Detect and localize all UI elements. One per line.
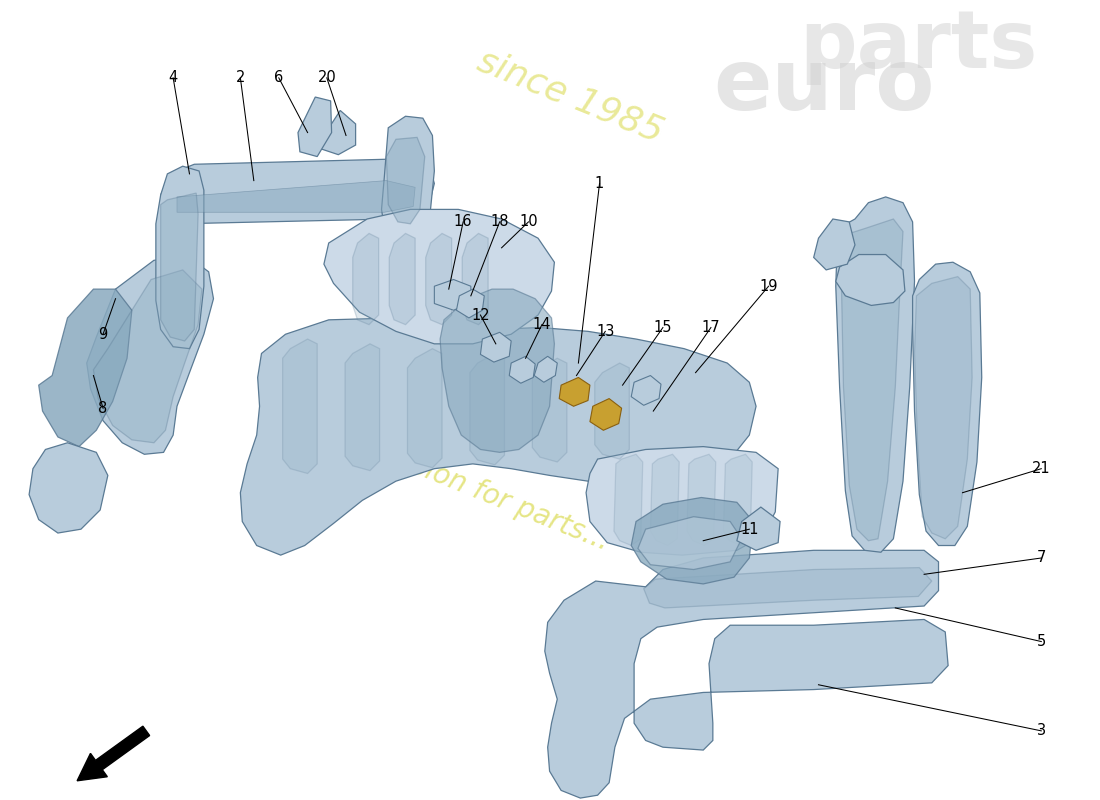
Polygon shape <box>241 318 756 555</box>
Polygon shape <box>353 234 378 325</box>
Text: since 1985: since 1985 <box>473 44 669 149</box>
Text: 8: 8 <box>98 401 108 416</box>
Polygon shape <box>836 254 905 306</box>
Polygon shape <box>426 234 452 325</box>
Text: 10: 10 <box>519 214 538 230</box>
Text: 3: 3 <box>1036 723 1046 738</box>
Polygon shape <box>481 332 512 362</box>
Polygon shape <box>737 507 780 550</box>
Polygon shape <box>544 550 948 798</box>
Polygon shape <box>836 197 914 552</box>
Text: a passion for parts...: a passion for parts... <box>339 423 614 556</box>
Text: 1: 1 <box>595 176 604 191</box>
Text: euro: euro <box>713 46 934 129</box>
Polygon shape <box>914 277 972 538</box>
Polygon shape <box>386 138 425 224</box>
Text: 19: 19 <box>759 278 778 294</box>
Polygon shape <box>559 378 590 406</box>
Polygon shape <box>345 344 379 470</box>
Text: 17: 17 <box>702 320 721 335</box>
Polygon shape <box>586 446 778 555</box>
Text: 18: 18 <box>491 214 509 230</box>
Polygon shape <box>842 219 903 541</box>
Text: 2: 2 <box>235 70 245 86</box>
Polygon shape <box>434 279 471 310</box>
Text: 13: 13 <box>596 324 615 339</box>
Text: 5: 5 <box>1036 634 1046 649</box>
Polygon shape <box>456 289 484 318</box>
Text: 9: 9 <box>98 326 108 342</box>
Polygon shape <box>440 289 554 452</box>
Polygon shape <box>382 116 435 250</box>
Text: parts: parts <box>800 7 1037 86</box>
Polygon shape <box>156 166 204 349</box>
Polygon shape <box>686 454 716 546</box>
Polygon shape <box>39 289 132 446</box>
Polygon shape <box>535 356 558 382</box>
Polygon shape <box>650 454 679 546</box>
Polygon shape <box>177 181 415 212</box>
Polygon shape <box>283 339 317 474</box>
Polygon shape <box>323 210 554 344</box>
Text: 12: 12 <box>471 307 490 322</box>
Polygon shape <box>389 234 415 325</box>
Polygon shape <box>509 356 536 383</box>
Polygon shape <box>29 442 108 533</box>
Polygon shape <box>407 349 442 468</box>
FancyArrow shape <box>77 726 150 781</box>
Polygon shape <box>87 258 213 454</box>
Polygon shape <box>298 97 331 157</box>
Polygon shape <box>913 262 981 546</box>
Polygon shape <box>631 498 754 584</box>
Text: 14: 14 <box>532 317 551 332</box>
Text: 11: 11 <box>740 522 759 537</box>
Polygon shape <box>321 110 355 154</box>
Polygon shape <box>161 193 198 341</box>
Polygon shape <box>644 568 932 608</box>
Polygon shape <box>470 354 505 465</box>
Polygon shape <box>161 158 434 224</box>
Text: 6: 6 <box>274 70 284 86</box>
Polygon shape <box>595 363 629 459</box>
Text: 16: 16 <box>454 214 472 230</box>
Text: 20: 20 <box>318 70 337 86</box>
Text: 21: 21 <box>1032 461 1050 476</box>
Polygon shape <box>631 375 661 406</box>
Polygon shape <box>814 219 855 270</box>
Text: 4: 4 <box>168 70 178 86</box>
Polygon shape <box>94 270 202 442</box>
Polygon shape <box>462 234 488 325</box>
Text: 15: 15 <box>653 320 672 335</box>
Polygon shape <box>532 358 566 462</box>
Polygon shape <box>724 454 752 546</box>
Polygon shape <box>614 454 642 546</box>
Polygon shape <box>590 398 621 430</box>
Text: 7: 7 <box>1036 550 1046 566</box>
Polygon shape <box>638 517 741 570</box>
